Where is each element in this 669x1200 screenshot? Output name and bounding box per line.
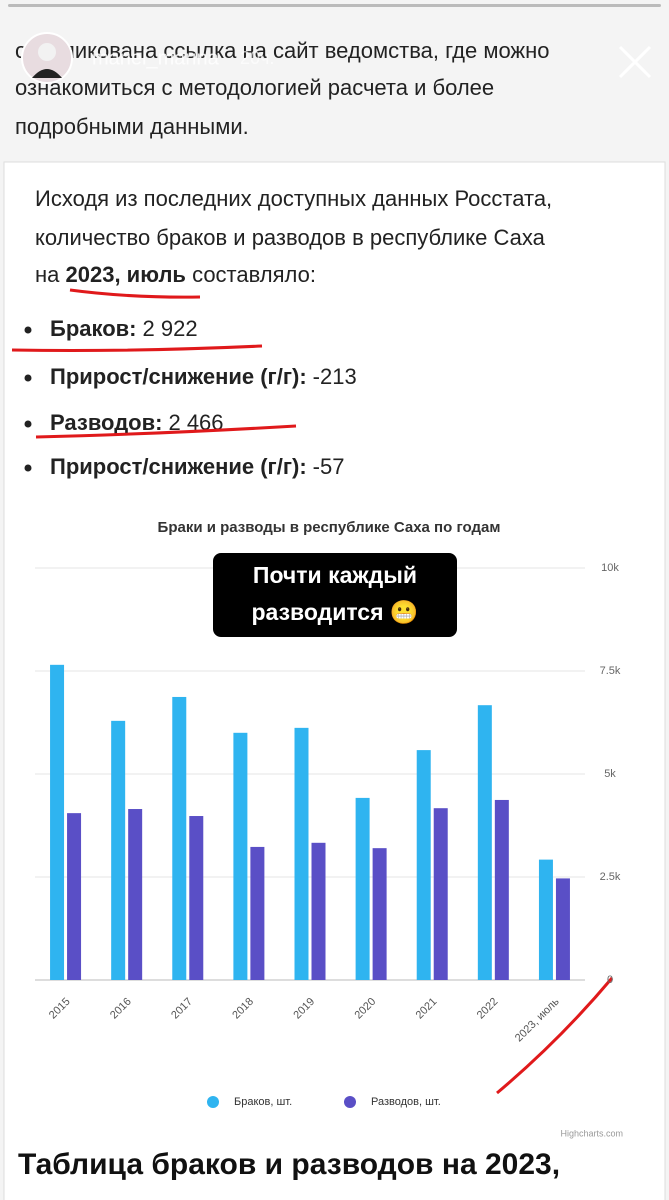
- bullet: [24, 374, 32, 382]
- item-label: Прирост/снижение (г/г):: [50, 364, 307, 389]
- list-item: Прирост/снижение (г/г): -57: [50, 454, 344, 479]
- y-tick-label: 10k: [601, 562, 619, 574]
- bullet: [24, 464, 32, 472]
- bar: [294, 727, 309, 980]
- item-value: 2 922: [143, 316, 198, 341]
- underline: [496, 977, 614, 1095]
- y-tick-label: 2.5k: [600, 871, 621, 883]
- summary-date: 2023, июль: [66, 262, 186, 287]
- item-value: -213: [313, 364, 357, 389]
- bottom-heading: Таблица браков и разводов на 2023,: [18, 1148, 560, 1181]
- sticker: Почти каждый разводится 😬: [213, 553, 457, 637]
- bar: [416, 750, 431, 980]
- bar: [189, 816, 204, 980]
- avatar-body: [32, 69, 62, 78]
- summary: Исходя из последних доступных данных Рос…: [35, 186, 552, 287]
- username[interactable]: mariel_marina: [92, 47, 220, 69]
- underline: [69, 288, 201, 299]
- close-button[interactable]: [618, 45, 652, 79]
- intro: опубликована ссылка на сайт ведомства, г…: [15, 38, 550, 139]
- bar: [372, 848, 387, 980]
- intro-line: подробными данными.: [15, 114, 249, 139]
- bar: [494, 799, 509, 980]
- y-tick-label: 7.5k: [600, 665, 621, 677]
- story-time: 20ч.: [240, 48, 274, 68]
- sticker-background: [213, 553, 457, 637]
- list-item: Браков: 2 922: [50, 316, 198, 341]
- bullet: [24, 420, 32, 428]
- underline: [35, 424, 297, 439]
- item-value: -57: [313, 454, 345, 479]
- bar: [538, 859, 553, 980]
- bar: [355, 797, 370, 980]
- story-header: mariel_marina 20ч.: [21, 32, 652, 84]
- summary-line: количество браков и разводов в республик…: [35, 225, 546, 250]
- avatar-face: [38, 43, 56, 61]
- sticker-line: Почти каждый: [253, 562, 417, 588]
- y-tick-label: 5k: [604, 768, 616, 780]
- bar: [311, 842, 326, 980]
- intro-line: опубликована ссылка на сайт ведомства, г…: [15, 38, 550, 63]
- story-progress: [8, 4, 661, 7]
- bar: [250, 846, 265, 980]
- item-label: Прирост/снижение (г/г):: [50, 454, 307, 479]
- list-item: Разводов: 2 466: [50, 410, 224, 435]
- list-item: Прирост/снижение (г/г): -213: [50, 364, 357, 389]
- sticker-line: разводится 😬: [251, 599, 418, 625]
- legend-label: Браков, шт.: [234, 1096, 292, 1108]
- bar: [172, 696, 187, 980]
- chart-title: Браки и разводы в республике Саха по год…: [158, 519, 501, 536]
- legend-marker: [344, 1096, 356, 1108]
- bar: [477, 705, 492, 980]
- item-label: Разводов:: [50, 410, 162, 435]
- chart-credits[interactable]: Highcharts.com: [560, 1128, 623, 1138]
- y-tick-label: 0: [607, 974, 613, 986]
- annotations: [11, 288, 614, 1095]
- bar: [555, 878, 570, 980]
- summary-line: Исходя из последних доступных данных Рос…: [35, 186, 552, 211]
- underline: [11, 344, 263, 352]
- bar: [67, 813, 82, 980]
- summary-line: на 2023, июль составляло:: [35, 262, 316, 287]
- bar: [50, 664, 65, 980]
- item-label: Браков:: [50, 316, 137, 341]
- summary-suffix: составляло:: [192, 262, 316, 287]
- legend-marker: [207, 1096, 219, 1108]
- bullet: [24, 326, 32, 334]
- bar: [111, 720, 126, 980]
- summary-prefix: на: [35, 262, 60, 287]
- bar: [128, 809, 143, 980]
- bar: [433, 808, 448, 980]
- content-card: [3, 161, 666, 1200]
- intro-line: ознакомиться с методологией расчета и бо…: [15, 75, 494, 100]
- legend-label: Разводов, шт.: [371, 1096, 441, 1108]
- bar: [233, 732, 248, 980]
